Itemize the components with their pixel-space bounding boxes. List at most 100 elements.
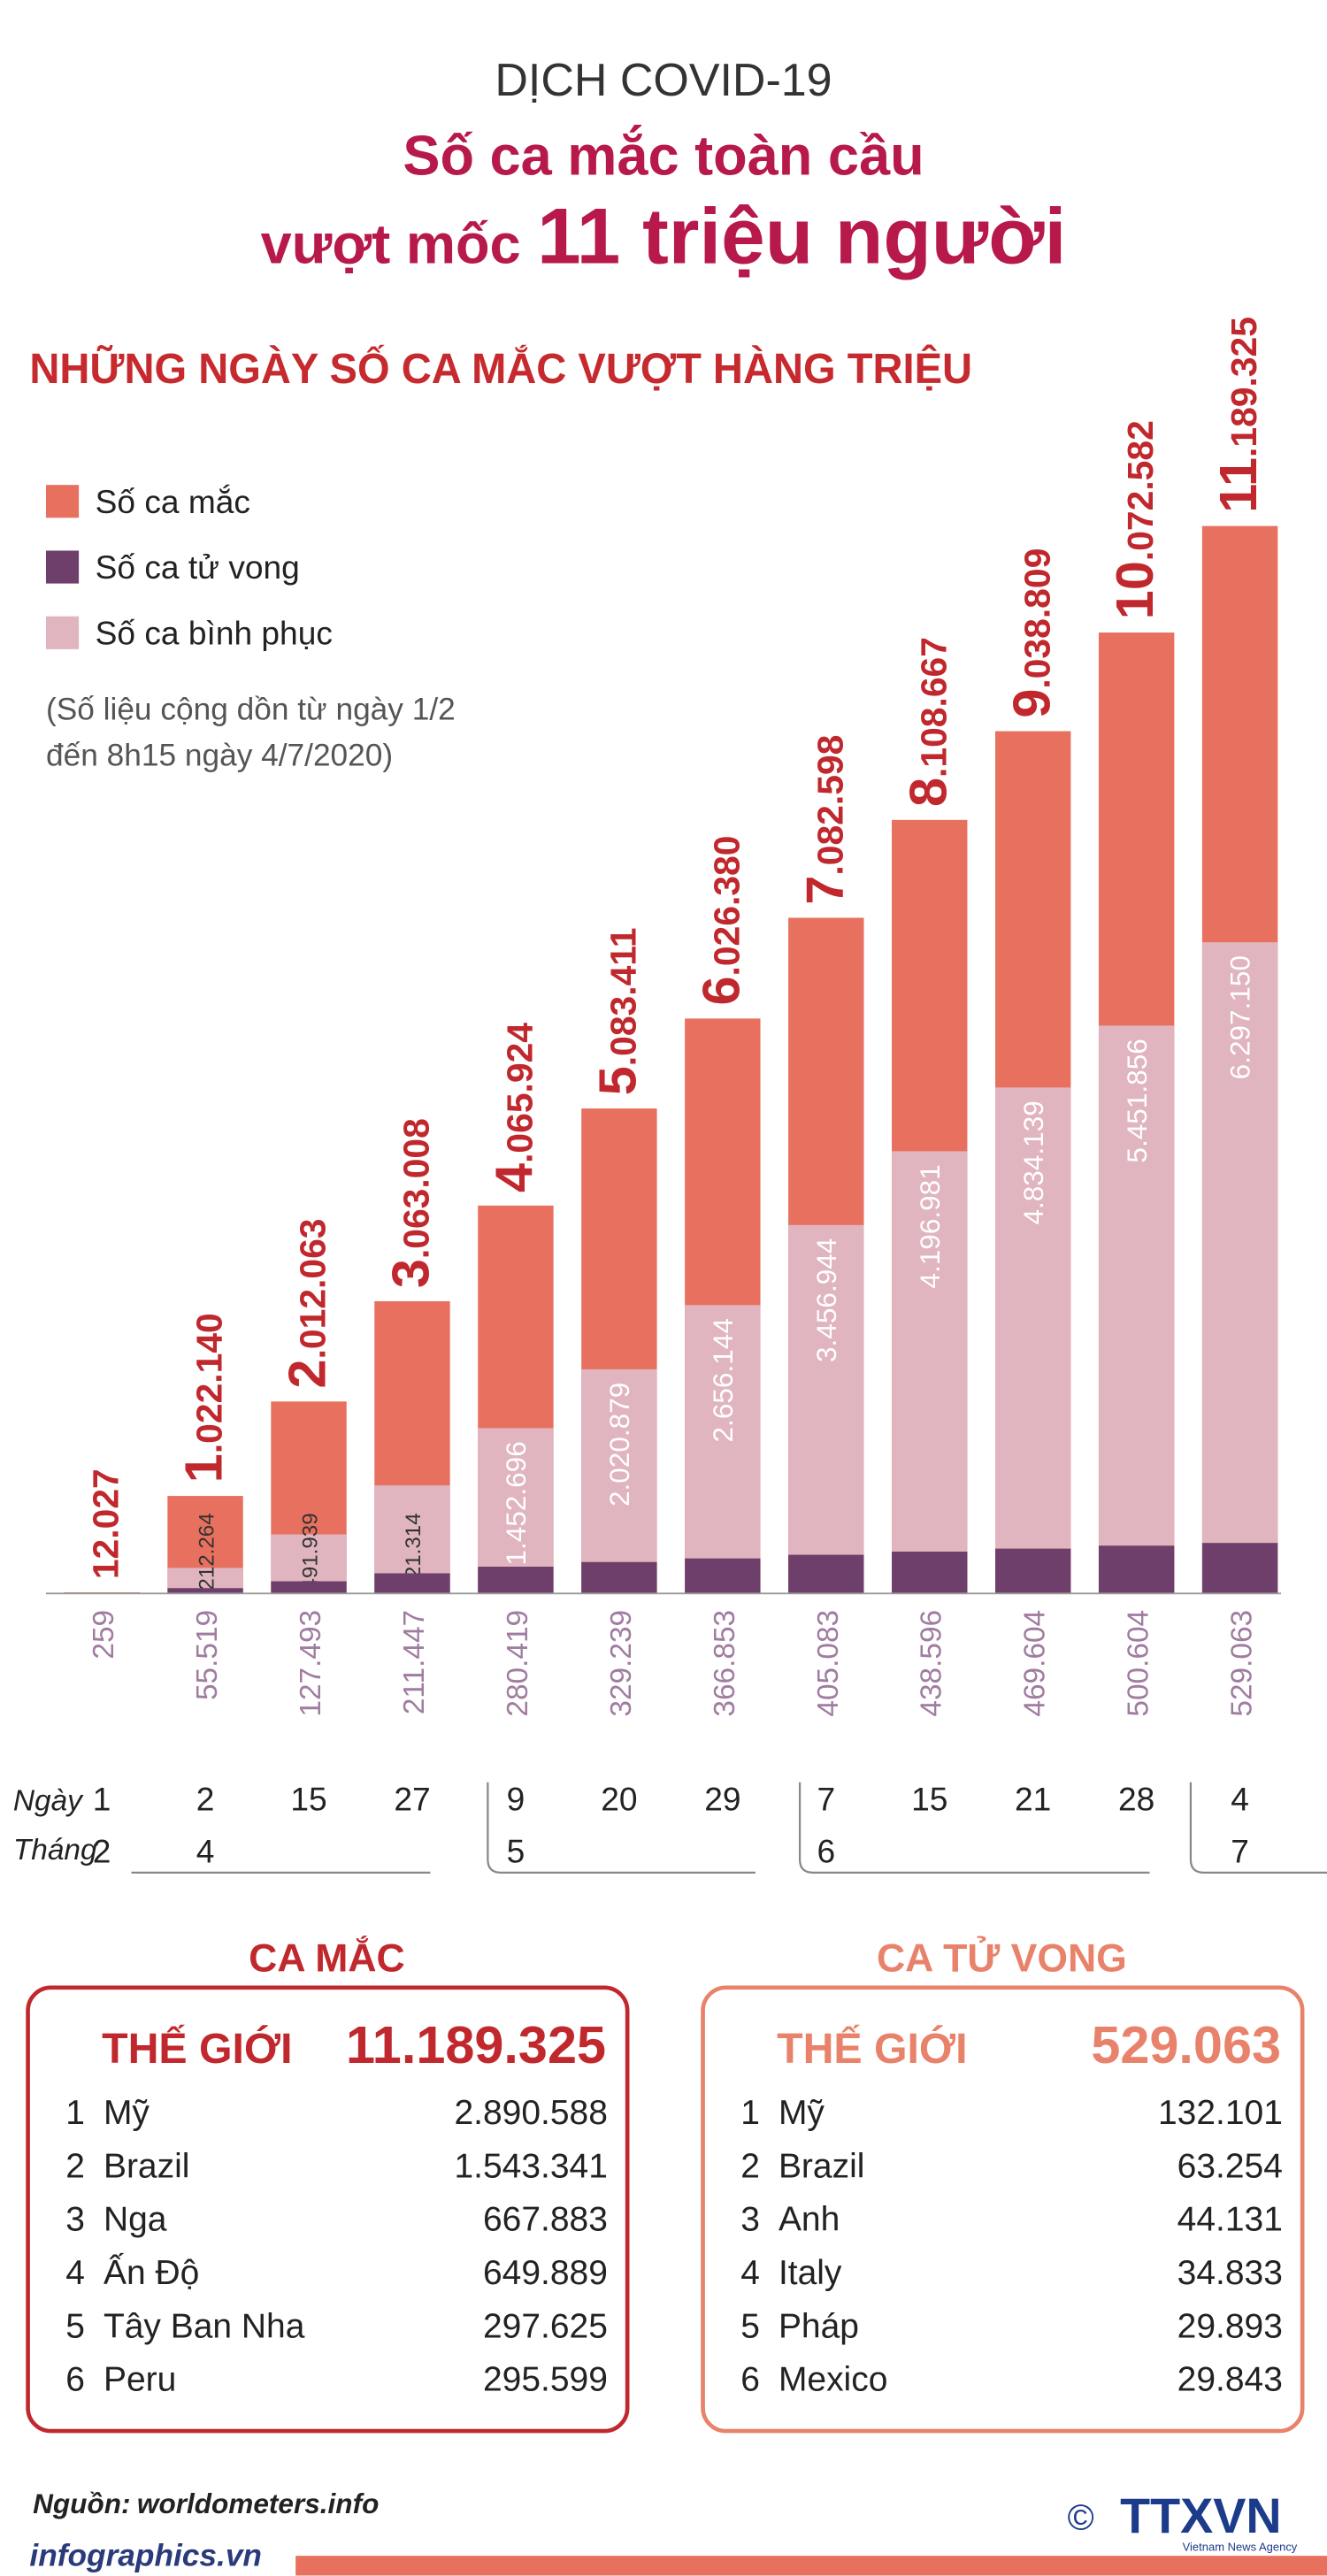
- cases-label-minor: .065.924: [499, 1023, 540, 1163]
- cases-label: 10.072.582: [1105, 420, 1164, 619]
- rank: 1: [65, 2094, 85, 2132]
- bar-deaths: [374, 1573, 450, 1594]
- legend-swatch: [45, 485, 80, 518]
- title-prefix: vượt mốc: [261, 214, 521, 276]
- deaths-label: 500.604: [1123, 1610, 1155, 1717]
- rank: 4: [65, 2254, 85, 2292]
- value: 63.254: [1177, 2147, 1283, 2185]
- world-total: 529.063: [1091, 2015, 1281, 2074]
- value: 297.625: [483, 2307, 608, 2345]
- value: 29.893: [1177, 2307, 1283, 2345]
- deaths-label: 280.419: [502, 1610, 534, 1717]
- country: Ấn Độ: [104, 2253, 199, 2292]
- bar-recovered: [374, 1485, 450, 1574]
- cases-label-minor: .026.380: [706, 836, 747, 977]
- bar-recovered: [788, 1224, 864, 1555]
- value: 649.889: [483, 2254, 608, 2292]
- world-total: 11.189.325: [346, 2015, 606, 2074]
- rank: 6: [740, 2361, 760, 2399]
- rank: 2: [740, 2147, 760, 2185]
- bar-deaths: [271, 1581, 347, 1594]
- bar-deaths: [167, 1588, 243, 1594]
- cases-label-major: 4: [484, 1163, 543, 1192]
- cases-label-major: 1: [174, 1453, 234, 1483]
- bar-deaths: [581, 1561, 657, 1594]
- x-tick-label: 7: [817, 1780, 835, 1817]
- bar-deaths: [892, 1551, 968, 1594]
- recovered-label: 2.656.144: [707, 1318, 739, 1442]
- cases-label: 8.108.667: [898, 637, 957, 807]
- axis-label: Tháng: [13, 1834, 97, 1867]
- world-label: THẾ GIỚI: [777, 2024, 967, 2073]
- bar-deaths: [685, 1558, 761, 1594]
- legend-swatch: [45, 616, 80, 649]
- recovered-label: 6.297.150: [1224, 955, 1256, 1079]
- cases-label-major: 2: [278, 1359, 337, 1388]
- month-label: 7: [1231, 1833, 1249, 1870]
- title: vượt mốc 11 triệu người: [261, 192, 1067, 280]
- source-value: worldometers.info: [137, 2488, 379, 2519]
- month-brackets: [131, 1782, 1327, 1874]
- value: 667.883: [483, 2201, 608, 2239]
- deaths-label: 405.083: [812, 1610, 845, 1717]
- note: đến 8h15 ngày 4/7/2020): [46, 739, 393, 773]
- country: Brazil: [104, 2147, 189, 2185]
- logo-sub: Vietnam News Agency: [1183, 2541, 1298, 2554]
- x-tick-label: 1: [93, 1780, 111, 1817]
- table-title: CA TỬ VONG: [877, 1935, 1127, 1980]
- legend-label: Số ca bình phục: [96, 614, 333, 651]
- cases-label-minor: .072.582: [1120, 420, 1161, 561]
- logo: TTXVN: [1120, 2488, 1282, 2543]
- country: Mỹ: [779, 2094, 825, 2132]
- rank: 5: [740, 2307, 760, 2345]
- cases-label: 6.026.380: [691, 836, 750, 1006]
- bracket: [1189, 1782, 1327, 1874]
- rank: 3: [740, 2201, 760, 2239]
- cases-label-major: 6: [691, 977, 750, 1006]
- cases-label-major: 5: [587, 1066, 647, 1095]
- cases-label-major: 9: [1001, 689, 1061, 718]
- cases-label-minor: .082.598: [809, 735, 850, 876]
- footer-band: [295, 2556, 1327, 2576]
- cases-label-minor: .038.809: [1016, 548, 1057, 689]
- month-label: 5: [507, 1833, 525, 1870]
- value: 29.843: [1177, 2361, 1283, 2399]
- legend-swatch: [45, 550, 80, 584]
- cases-label: 5.083.411: [587, 928, 647, 1096]
- country: Mỹ: [104, 2094, 150, 2132]
- value: 2.890.588: [455, 2094, 608, 2132]
- cases-label: 11.189.325: [1208, 317, 1268, 513]
- value: 1.543.341: [455, 2147, 608, 2185]
- cases-label-major: 7: [794, 876, 854, 905]
- cases-label-minor: .189.325: [1223, 317, 1264, 457]
- rank: 6: [65, 2361, 85, 2399]
- month-label: 4: [196, 1833, 215, 1870]
- bar-deaths: [995, 1548, 1071, 1594]
- month-label: 2: [93, 1833, 111, 1870]
- cases-label: 12.027: [86, 1468, 127, 1579]
- cases-label-minor: .108.667: [913, 637, 954, 778]
- recovered-label: 1.452.696: [500, 1441, 532, 1565]
- kicker: DỊCH COVID-19: [495, 55, 832, 106]
- bar-deaths: [478, 1567, 554, 1594]
- site: infographics.vn: [29, 2538, 262, 2572]
- x-tick-label: 15: [290, 1780, 326, 1817]
- source-label: Nguồn:: [33, 2488, 130, 2519]
- x-tick-label: 9: [507, 1780, 525, 1817]
- x-tick-label: 27: [394, 1780, 430, 1817]
- recovered-label: 3.456.944: [810, 1238, 842, 1362]
- subtitle: NHỮNG NGÀY SỐ CA MẮC VƯỢT HÀNG TRIỆU: [29, 344, 972, 393]
- deaths-label: 438.596: [916, 1610, 948, 1717]
- country: Mexico: [779, 2361, 887, 2399]
- recovered-label: 212.264: [195, 1513, 219, 1590]
- x-tick-label: 28: [1118, 1780, 1154, 1817]
- value: 44.131: [1177, 2201, 1283, 2239]
- legend-label: Số ca tử vong: [96, 548, 300, 586]
- x-tick-label: 29: [704, 1780, 740, 1817]
- cases-label-major: 3: [381, 1259, 441, 1288]
- recovered-label: 4.834.139: [1017, 1100, 1049, 1224]
- rank: 2: [65, 2147, 85, 2185]
- country: Brazil: [779, 2147, 864, 2185]
- bar-deaths: [788, 1554, 864, 1594]
